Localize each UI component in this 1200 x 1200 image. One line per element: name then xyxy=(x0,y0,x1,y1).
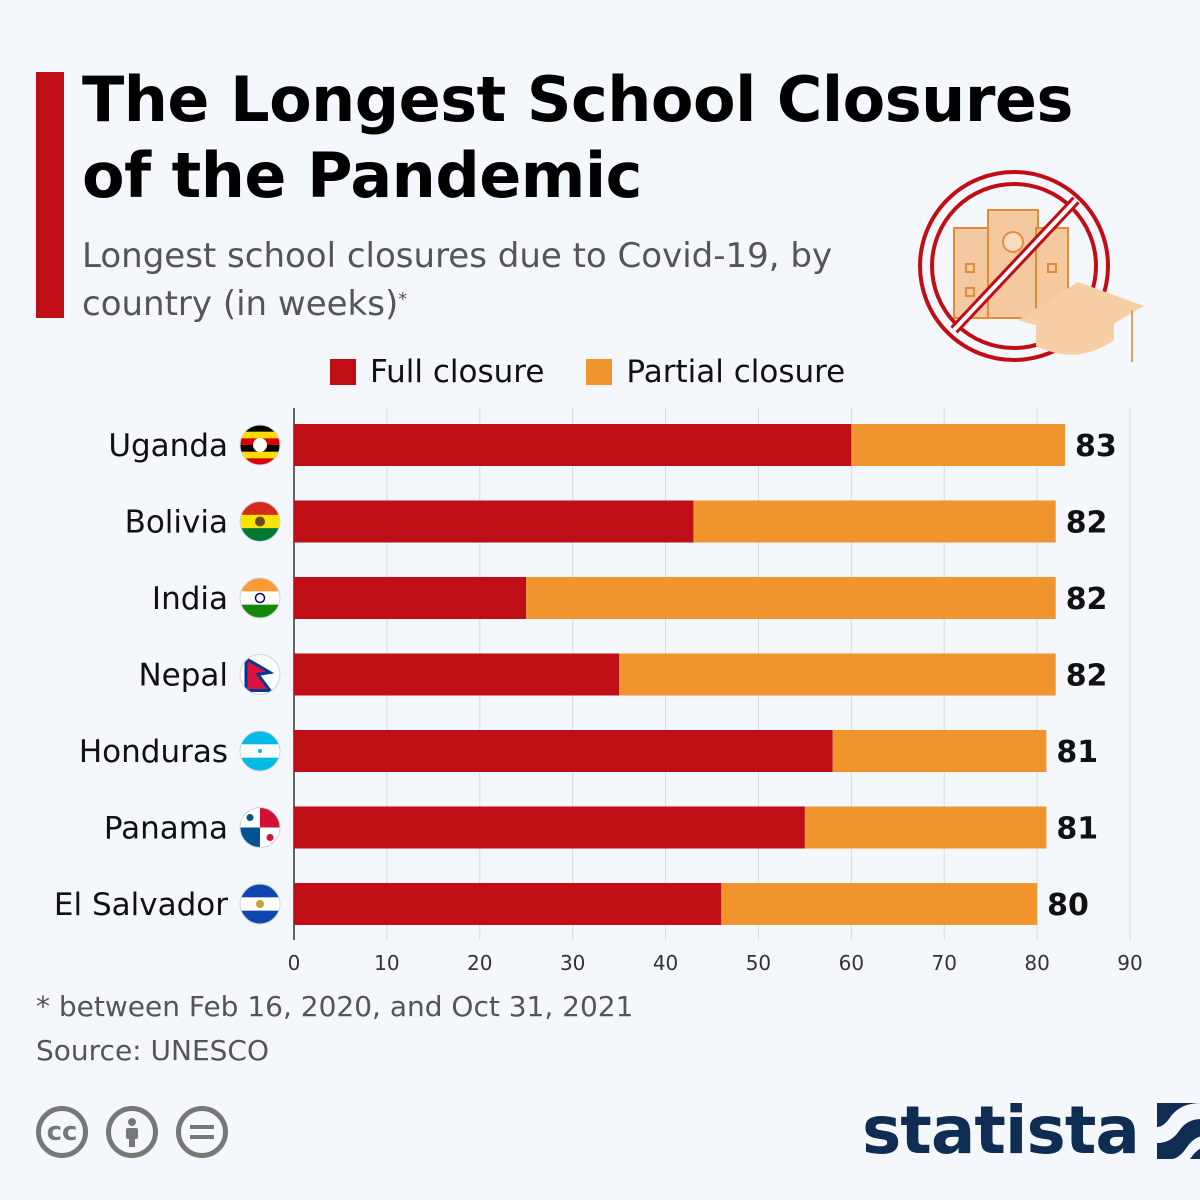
chart-legend: Full closure Partial closure xyxy=(330,350,887,394)
statista-mark-icon xyxy=(1156,1102,1200,1159)
flag-emblem xyxy=(258,749,262,753)
bar-partial-closure xyxy=(721,883,1038,925)
bar-full-closure xyxy=(294,806,805,849)
statista-logo[interactable]: statista xyxy=(862,1092,1200,1169)
subtitle-text: Longest school closures due to Covid-19,… xyxy=(82,236,833,324)
flag-stripe xyxy=(240,910,280,924)
flag-emblem xyxy=(254,592,266,604)
bar-partial-closure xyxy=(804,806,1047,849)
flag-emblem xyxy=(255,516,265,527)
flag-border xyxy=(239,501,281,542)
legend-label: Full closure xyxy=(370,354,545,390)
source-note: Source: UNESCO xyxy=(36,1034,269,1067)
flag-stripe xyxy=(240,578,280,592)
bar-full-closure xyxy=(294,424,852,466)
legend-label: Partial closure xyxy=(626,354,846,390)
flag-border xyxy=(239,424,281,466)
category-label: Honduras xyxy=(79,734,228,770)
x-tick-label: 30 xyxy=(560,951,585,975)
honduras-flag-icon xyxy=(240,731,280,771)
x-tick-label: 0 xyxy=(288,951,301,975)
flag-stripe xyxy=(240,431,280,439)
bar-full-closure xyxy=(294,653,620,696)
bar-full-closure xyxy=(294,500,694,543)
flag-emblem xyxy=(253,438,267,452)
category-label: India xyxy=(152,581,228,617)
nepal-flag-icon xyxy=(240,654,280,695)
x-tick-label: 80 xyxy=(1024,951,1049,975)
india-flag-icon xyxy=(240,578,280,618)
category-label: Uganda xyxy=(108,428,228,464)
bar-partial-closure xyxy=(693,500,1056,543)
no-derivatives-icon[interactable] xyxy=(176,1106,228,1158)
cc-icon[interactable]: cc xyxy=(36,1106,88,1158)
category-label: El Salvador xyxy=(54,887,228,923)
bar-total-label: 82 xyxy=(1066,506,1108,541)
x-tick-label: 50 xyxy=(746,951,771,975)
flag-stripe xyxy=(240,458,280,465)
flag-border xyxy=(239,654,281,695)
legend-swatch-partial xyxy=(586,359,613,385)
flag-stripe xyxy=(240,731,280,745)
attribution-icon[interactable] xyxy=(106,1106,158,1158)
accent-bar xyxy=(36,72,64,318)
flag-star xyxy=(266,834,274,841)
bar-full-closure xyxy=(294,883,722,925)
flag-star xyxy=(246,814,254,821)
subtitle-marker: * xyxy=(398,289,408,310)
legend-swatch-full xyxy=(330,359,356,385)
flag-emblem xyxy=(256,900,264,908)
category-label: Bolivia xyxy=(125,505,228,541)
flag-stripe xyxy=(240,591,280,606)
flag-border xyxy=(239,577,281,619)
flag-stripe xyxy=(240,528,280,542)
chart-title: The Longest School Closures of the Pande… xyxy=(82,63,1073,212)
legend-item-full-closure: Full closure xyxy=(330,354,544,390)
bars xyxy=(294,424,1065,925)
el-salvador-flag-icon xyxy=(240,884,280,924)
bar-full-closure xyxy=(294,730,833,772)
category-label: Panama xyxy=(104,811,228,847)
x-tick-label: 10 xyxy=(374,951,399,975)
brand-name: statista xyxy=(862,1092,1140,1169)
bar-total-label: 82 xyxy=(1066,582,1108,617)
chart-subtitle: Longest school closures due to Covid-19,… xyxy=(82,232,882,328)
flag-border xyxy=(239,883,281,925)
bar-partial-closure xyxy=(851,424,1065,466)
bar-partial-closure xyxy=(619,653,1056,696)
bar-total-label: 83 xyxy=(1075,429,1117,464)
bolivia-flag-icon xyxy=(240,501,280,542)
labels: 0 10 20 30 40 50 60 70 80 90 83 Uganda 82 Bolivia 82 In… xyxy=(54,424,1143,975)
bar-total-label: 82 xyxy=(1066,659,1108,694)
flag-stripe xyxy=(240,501,280,516)
flag-border xyxy=(239,730,281,772)
flag-stripe xyxy=(240,884,280,898)
flag-stripe xyxy=(240,604,280,618)
bar-total-label: 80 xyxy=(1047,888,1089,923)
flag-shape xyxy=(244,655,275,692)
x-tick-label: 60 xyxy=(839,951,864,975)
category-label: Nepal xyxy=(138,658,228,694)
bar-total-label: 81 xyxy=(1056,735,1098,770)
uganda-flag-icon xyxy=(240,425,280,465)
flag-stripe xyxy=(240,757,280,771)
flag-stripe xyxy=(240,451,280,459)
x-tick-label: 40 xyxy=(653,951,678,975)
x-tick-label: 70 xyxy=(931,951,956,975)
license-icons: cc xyxy=(36,1106,246,1158)
footnote: * between Feb 16, 2020, and Oct 31, 2021 xyxy=(36,990,634,1023)
x-tick-label: 20 xyxy=(467,951,492,975)
flag-border xyxy=(239,807,281,848)
x-tick-label: 90 xyxy=(1117,951,1142,975)
school-closed-icon xyxy=(918,170,1144,362)
legend-item-partial-closure: Partial closure xyxy=(586,354,845,390)
bar-partial-closure xyxy=(526,577,1056,619)
bar-partial-closure xyxy=(832,730,1047,772)
bar-total-label: 81 xyxy=(1056,812,1098,847)
bar-full-closure xyxy=(294,577,527,619)
flag-stripe xyxy=(240,425,280,433)
